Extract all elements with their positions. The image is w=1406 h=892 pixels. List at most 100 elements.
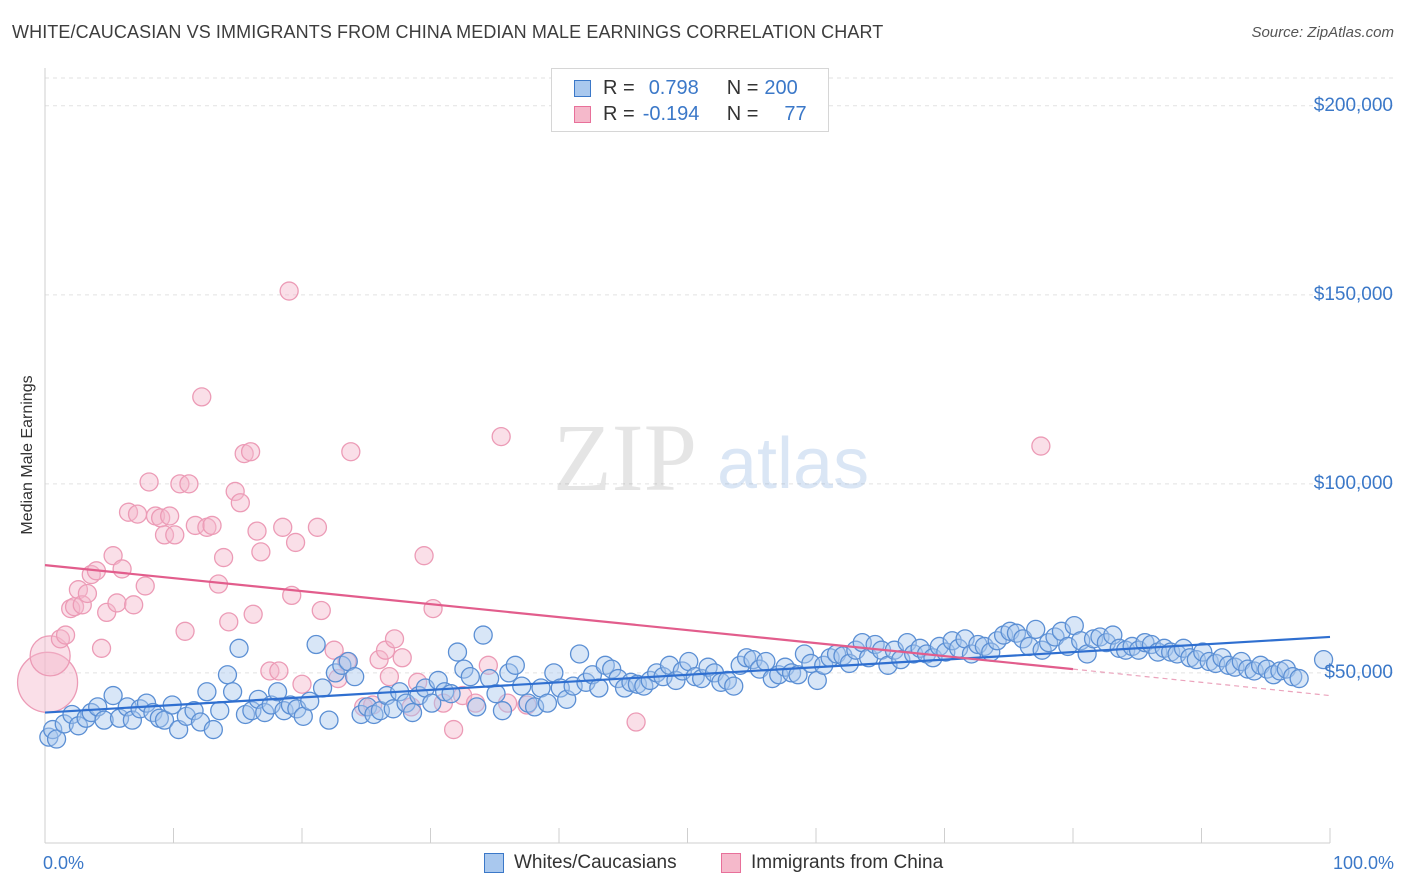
data-point-china [165,525,185,545]
legend-swatch-blue [574,79,591,97]
data-point-china [179,474,199,494]
data-point-whites [505,655,525,675]
data-point-china [292,674,312,694]
data-point-whites [724,676,744,696]
data-point-china [384,629,405,649]
data-point-whites [267,682,288,702]
data-point-china [77,583,98,604]
source-credit: Source: ZipAtlas.com [1251,24,1394,41]
data-point-whites [68,716,89,736]
data-point-china [369,649,389,670]
data-point-china [285,532,306,553]
watermark: ZIP atlas [553,404,869,511]
trend-line-china [44,564,1074,671]
data-point-china [154,525,175,545]
data-point-whites [197,682,217,702]
watermark-zip: ZIP [553,404,697,511]
data-point-china [491,426,511,447]
data-point-whites [203,719,223,740]
data-point-whites [319,710,339,730]
data-point-china [159,506,180,526]
data-point-china [175,621,195,641]
data-point-whites [1173,638,1194,658]
trend-line-china-extension [1072,668,1331,697]
data-point-whites [345,667,365,687]
bottom-legend-label: Immigrants from China [751,852,944,873]
data-point-whites [402,702,423,723]
x-axis [44,68,1331,844]
data-point-whites [103,685,123,706]
data-point-china [213,547,234,568]
data-point-whites [306,634,326,655]
data-point-china [1031,436,1051,456]
data-point-whites [1013,629,1033,649]
data-point-china [392,648,412,668]
data-point-whites [210,701,230,721]
bottom-legend-china[interactable]: Immigrants from China [721,852,943,874]
data-point-whites [255,702,275,723]
legend-swatch-pink [721,853,741,873]
y-tick-label: $50,000 [1324,661,1393,683]
data-point-whites [154,710,175,730]
data-point-whites [447,642,468,662]
bottom-legend-whites[interactable]: Whites/Caucasians [484,852,677,874]
data-point-china [72,595,92,615]
data-point-china [139,472,159,492]
data-point-whites [460,667,480,687]
data-point-china [107,593,127,613]
data-point-china [423,598,443,619]
data-point-china [112,559,132,579]
data-point-china [269,661,289,681]
data-point-china [135,576,155,596]
data-point-china [91,638,112,658]
data-point-china [243,604,263,624]
legend-n-label: N = [726,102,759,125]
data-point-china [307,517,328,537]
data-point-whites [467,697,487,717]
data-point-whites [229,638,249,658]
data-point-whites [1193,642,1213,662]
data-point-whites [589,678,609,698]
data-point-whites [569,644,590,664]
data-point-china [273,517,293,537]
legend-row-whites: R = 0.798 N = 200 [574,76,798,100]
legend-n-value: 77 [784,102,807,125]
series-whites-caucasians [39,615,1334,749]
data-point-china [324,640,344,660]
data-point-whites [499,663,519,683]
data-point-whites [602,659,622,679]
data-point-whites [325,663,346,683]
trend-line-whites [44,635,1331,714]
gridlines [45,77,1395,674]
data-point-china [414,546,434,566]
data-point-whites [486,684,506,704]
data-point-china [225,481,245,502]
legend-r-label: R = [603,102,635,125]
legend-row-china: R = -0.194 N = 77 [574,102,807,126]
data-point-china [50,629,71,649]
data-point-china [341,442,361,462]
data-point-china [219,612,239,632]
legend-r-label: R = [603,76,635,99]
data-point-china [103,546,123,566]
legend-n-value: 200 [764,76,798,99]
data-point-china [279,281,299,301]
data-point-whites [312,678,333,698]
y-tick-label: $100,000 [1313,472,1393,494]
data-point-china [247,521,267,541]
data-point-china [202,515,222,536]
y-tick-label: $150,000 [1313,283,1393,305]
data-point-china [192,387,212,407]
data-point-china [311,600,331,621]
data-point-whites [788,665,808,685]
x-tick-max: 100.0% [1332,853,1394,873]
data-point-whites [184,701,204,721]
data-point-whites [46,729,67,749]
series-immigrants-from-china [16,281,1051,740]
watermark-atlas: atlas [717,424,869,504]
data-point-whites [43,719,63,740]
correlation-legend: R = 0.798 N = 200 R = -0.194 N = 77 [551,68,829,132]
data-point-whites [473,625,493,645]
legend-r-value: 0.798 [648,76,699,99]
data-point-whites [492,701,513,721]
